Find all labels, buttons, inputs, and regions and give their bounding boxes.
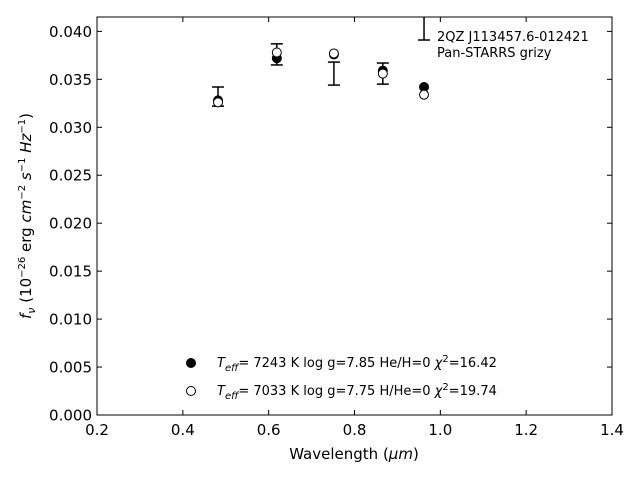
legend-chi-open: =19.74 (449, 384, 497, 399)
annotation: 2QZ J113457.6-012421 Pan-STARRS grizy (437, 30, 589, 61)
x-tick-label: 0.2 (85, 421, 109, 439)
model-point-open (271, 47, 282, 58)
model-point-open (213, 97, 224, 108)
legend-label-open: Teff= 7033 K log g=7.75 H/He=0 χ2=19.74 (217, 382, 497, 402)
y-tick-label: 0.010 (49, 311, 92, 329)
legend-marker-filled (186, 358, 196, 368)
y-tick-label: 0.020 (49, 215, 92, 233)
observed-errorbars (212, 17, 431, 107)
legend-teff-open: 7033 K (253, 384, 299, 399)
y-tick-label: 0.000 (49, 407, 92, 425)
legend: Teff= 7243 K log g=7.85 He/H=0 χ2=16.42 … (186, 354, 497, 402)
y-tick-label: 0.030 (49, 119, 92, 137)
axis-tick-labels: 0.2 0.4 0.6 0.8 1.0 1.2 1.4 0.000 0.005 0.010 0.01… (49, 23, 624, 439)
model-point-open (419, 89, 430, 100)
legend-comp-filled: He/H=0 (379, 356, 430, 371)
y-tick-label: 0.015 (49, 263, 92, 281)
legend-marker-open (186, 386, 196, 396)
x-tick-label: 0.4 (171, 421, 195, 439)
legend-teff-filled: 7243 K (253, 356, 299, 371)
y-tick-label: 0.035 (49, 71, 92, 89)
legend-logg-open: log g=7.75 (303, 384, 375, 399)
x-tick-label: 1.0 (428, 421, 452, 439)
y-axis-label: fν (10−26 erg cm−2 s−1 Hz−1) (17, 113, 38, 319)
annotation-survey-name: Pan-STARRS grizy (437, 46, 552, 61)
x-tick-label: 1.4 (600, 421, 624, 439)
legend-comp-open: H/He=0 (379, 384, 430, 399)
y-tick-label: 0.040 (49, 23, 92, 41)
model-points (213, 47, 430, 108)
annotation-object-name: 2QZ J113457.6-012421 (437, 30, 589, 45)
plot-frame (96, 16, 613, 416)
x-tick-label: 0.8 (343, 421, 367, 439)
legend-chi-filled: =16.42 (449, 356, 497, 371)
model-point-open (377, 68, 388, 79)
y-tick-label: 0.005 (49, 359, 92, 377)
x-tick-label: 0.6 (257, 421, 281, 439)
x-tick-label: 1.2 (514, 421, 538, 439)
model-point-open (328, 48, 339, 59)
x-axis-label: Wavelength (μm) (289, 445, 419, 463)
legend-label-filled: Teff= 7243 K log g=7.85 He/H=0 χ2=16.42 (217, 354, 497, 374)
legend-logg-filled: log g=7.85 (303, 356, 375, 371)
y-tick-label: 0.025 (49, 167, 92, 185)
